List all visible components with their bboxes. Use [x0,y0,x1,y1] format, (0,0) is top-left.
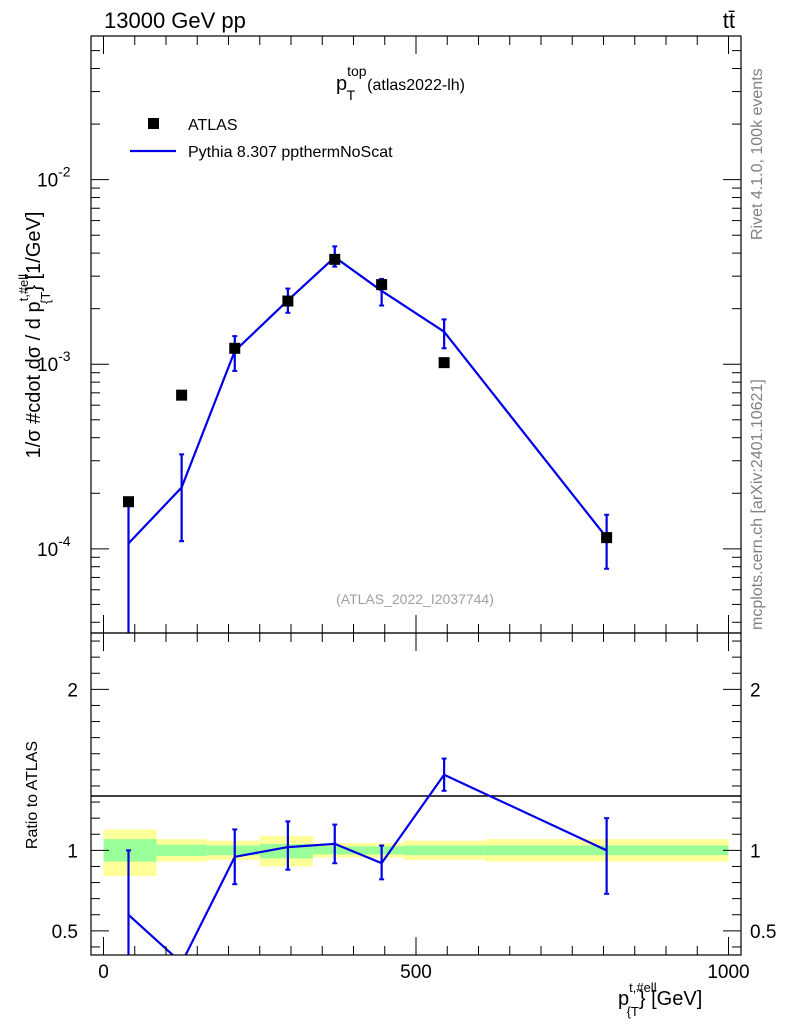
ratio-band-inner [156,844,207,856]
atlas-data-point [329,253,341,265]
main-ylabel-base: 1/σ #cdot dσ / d p [23,301,45,458]
rivet-label: Rivet 4.1.0, 100k events [749,68,766,240]
ratio-y-tick-label-right: 0.5 [750,922,776,943]
ratio-band-inner [206,845,260,856]
main-y-tick-label: 10-3 [37,348,71,376]
mcplots-label: mcplots.cern.ch [arXiv:2401.10621] [749,379,766,630]
legend-label-mc: Pythia 8.307 ppthermNoScat [188,144,393,161]
ratio-panel: 0.5 0.5 1 1 2 2 0 500 1000 Ratio to ATLAS pt,#e… [24,632,777,1019]
ratio-y-tick-label-left: 1 [67,841,78,862]
ratio-band-inner [259,843,313,859]
main-y-axis-label: 1/σ #cdot dσ / d pt,#ell {T} [1/GeV] [16,212,53,459]
ratio-y-tick-label-left: 0.5 [52,922,78,943]
x-axis-label: pt,#ell {T} [GeV] [618,980,702,1019]
atlas-data-point [176,389,188,401]
ratio-series-line [127,773,608,955]
ratio-x-tick-labels: 0 500 1000 [98,962,749,983]
main-y-tick-label: 10-4 [37,533,71,561]
main-data [123,245,613,633]
main-title: ptop T (atlas2022-lh) [336,63,465,103]
main-y-tick-label: 10-2 [37,164,71,192]
header-left: 13000 GeV pp [104,8,246,33]
main-title-suffix: (atlas2022-lh) [367,77,465,94]
main-panel: 10-4 10-3 10-2 ptop T (atlas2022-lh) ATLAS P… [16,35,742,634]
atlas-data-point [282,295,294,307]
header-right: tt̄ [723,8,735,33]
main-ylabel-suffix: } [1/GeV] [23,212,45,292]
ratio-data [126,757,610,955]
atlas-data-point [438,357,450,369]
atlas-data-point [229,342,241,354]
main-title-sub: T [347,87,356,103]
main-ylabel-sub: {T [38,292,53,304]
atlas-data-point [376,279,388,291]
mc-series-line [127,255,608,545]
atlas-data-point [123,496,134,508]
main-title-base: p [336,73,347,95]
x-tick-label: 0 [98,962,109,983]
ratio-bands [103,829,729,877]
legend-marker-atlas [148,118,159,129]
analysis-watermark: (ATLAS_2022_I2037744) [336,591,494,607]
main-ticks [91,35,741,633]
ratio-y-tick-label-right: 2 [750,680,761,701]
xlabel-sup: t,#ell [629,980,657,995]
ratio-y-tick-labels: 0.5 0.5 1 1 2 2 [52,680,777,943]
xlabel-sub: {T [627,1004,639,1019]
ratio-band-inner [312,846,360,855]
x-tick-label: 1000 [707,962,749,983]
main-title-sup: top [347,63,367,79]
x-tick-label: 500 [400,962,432,983]
ratio-y-axis-label: Ratio to ATLAS [24,741,41,849]
ratio-y-tick-label-left: 2 [67,680,78,701]
xlabel-base: p [618,988,629,1010]
ratio-y-tick-label-right: 1 [750,841,761,862]
main-ylabel-sup: t,#ell [16,274,31,302]
xlabel-suffix: } [GeV] [639,988,702,1010]
ratio-ticks [91,633,741,955]
ratio-panel-frame [90,632,742,956]
legend-label-atlas: ATLAS [188,117,238,134]
main-y-tick-labels: 10-4 10-3 10-2 [37,164,71,561]
atlas-data-point [601,532,613,544]
ratio-band-inner [403,845,485,856]
